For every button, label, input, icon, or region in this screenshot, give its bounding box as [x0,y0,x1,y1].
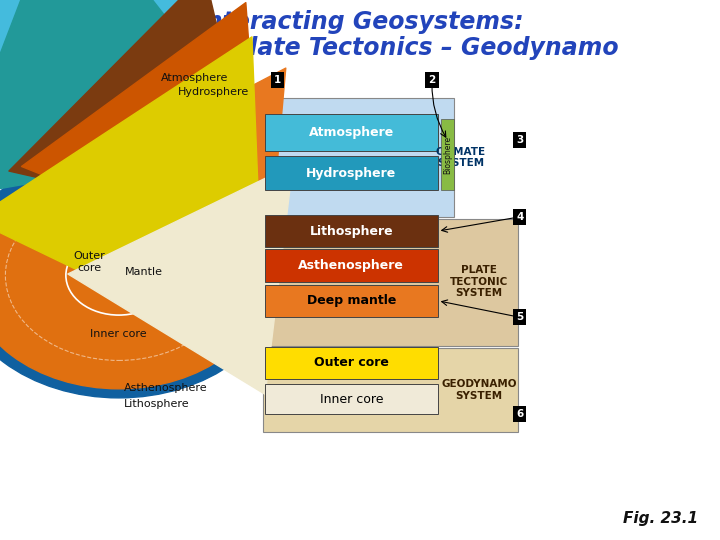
Text: 6: 6 [516,409,523,419]
Text: PLATE
TECTONIC
SYSTEM: PLATE TECTONIC SYSTEM [450,265,508,299]
Text: CLIMATE
SYSTEM: CLIMATE SYSTEM [436,147,486,168]
Text: Lithosphere: Lithosphere [310,225,393,238]
Text: 3: 3 [516,136,523,145]
FancyBboxPatch shape [265,347,438,379]
Text: 1: 1 [274,75,281,85]
Text: Deep mantle: Deep mantle [307,294,396,307]
Text: Fig. 23.1: Fig. 23.1 [624,511,698,526]
FancyBboxPatch shape [265,384,438,414]
Circle shape [94,257,143,294]
Text: Outer core: Outer core [314,356,389,369]
FancyBboxPatch shape [263,219,518,346]
Circle shape [0,162,270,389]
FancyBboxPatch shape [265,156,438,190]
FancyBboxPatch shape [265,285,438,317]
Circle shape [0,153,282,398]
FancyBboxPatch shape [265,114,438,151]
Text: Atmosphere: Atmosphere [309,126,394,139]
Text: Interacting Geosystems:: Interacting Geosystems: [197,10,523,33]
Text: Mantle: Mantle [125,267,163,276]
FancyBboxPatch shape [441,119,454,190]
FancyBboxPatch shape [263,98,454,217]
Circle shape [66,235,172,315]
Text: Inner core: Inner core [91,329,147,339]
Text: GEODYNAMO
SYSTEM: GEODYNAMO SYSTEM [441,379,516,401]
Text: Hydrosphere: Hydrosphere [306,166,397,180]
Text: Lithosphere: Lithosphere [124,399,190,409]
Text: Atmosphere: Atmosphere [161,73,228,83]
Text: Inner core: Inner core [320,393,383,406]
Text: Asthenosphere: Asthenosphere [124,383,207,393]
Text: Outer
core: Outer core [73,251,105,273]
FancyBboxPatch shape [265,249,438,282]
Circle shape [36,213,202,338]
Text: Hydrosphere: Hydrosphere [178,87,248,97]
Text: 4: 4 [516,212,523,222]
Text: Biosphere: Biosphere [444,136,452,174]
FancyBboxPatch shape [263,348,518,432]
Circle shape [6,190,232,361]
FancyBboxPatch shape [265,215,438,247]
Text: 5: 5 [516,312,523,322]
Text: Asthenosphere: Asthenosphere [298,259,405,272]
Text: Climate – Plate Tectonics – Geodynamo: Climate – Plate Tectonics – Geodynamo [102,36,618,59]
Text: 2: 2 [428,75,436,85]
